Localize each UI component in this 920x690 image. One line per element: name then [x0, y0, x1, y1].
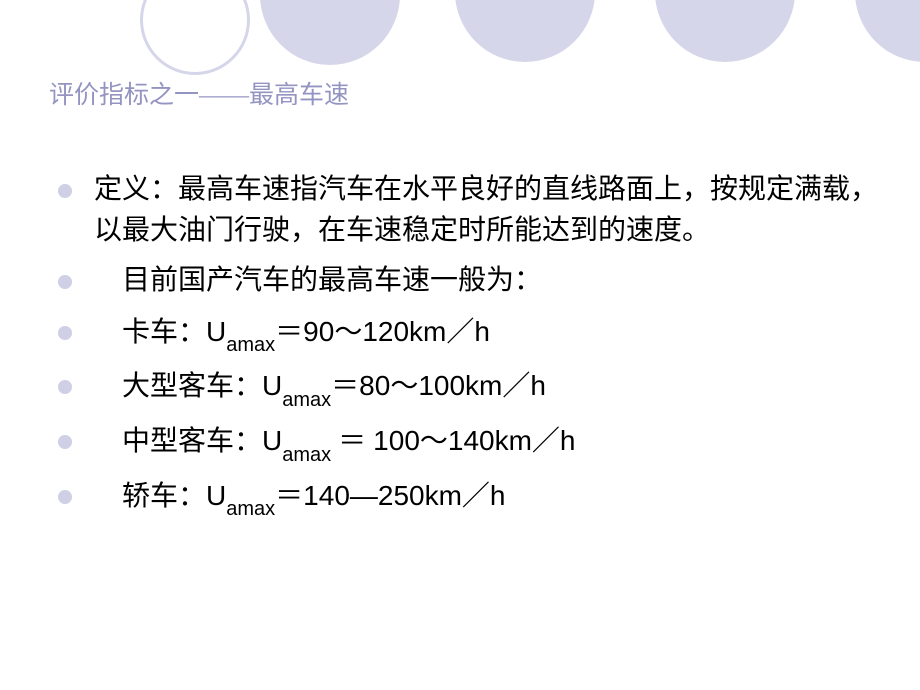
bullet-icon: [58, 380, 72, 394]
bullet-icon: [58, 326, 72, 340]
list-item: 目前国产汽车的最高车速一般为：: [58, 261, 880, 302]
bullet-icon: [58, 490, 72, 504]
list-text: 定义：最高车速指汽车在水平良好的直线路面上，按规定满载，以最大油门行驶，在车速稳…: [94, 170, 880, 251]
list-text: 目前国产汽车的最高车速一般为：: [94, 261, 542, 302]
list-text: 中型客车：Uamax ＝ 100～140km／h: [94, 421, 576, 466]
list-item: 卡车：Uamax＝90～120km／h: [58, 312, 880, 357]
list-text: 大型客车：Uamax＝80～100km／h: [94, 366, 546, 411]
list-item: 轿车：Uamax＝140—250km／h: [58, 476, 880, 521]
bullet-icon: [58, 435, 72, 449]
bg-circle: [855, 0, 920, 62]
list-text: 卡车：Uamax＝90～120km／h: [94, 312, 490, 357]
bullet-icon: [58, 275, 72, 289]
bg-circle: [260, 0, 400, 65]
bullet-icon: [58, 184, 72, 198]
list-item: 中型客车：Uamax ＝ 100～140km／h: [58, 421, 880, 466]
list-item: 大型客车：Uamax＝80～100km／h: [58, 366, 880, 411]
bg-circle: [140, 0, 250, 75]
bg-circle: [455, 0, 595, 62]
list-text: 轿车：Uamax＝140—250km／h: [94, 476, 506, 521]
list-item: 定义：最高车速指汽车在水平良好的直线路面上，按规定满载，以最大油门行驶，在车速稳…: [58, 170, 880, 251]
slide-title: 评价指标之一——最高车速: [49, 75, 349, 111]
bg-circle: [655, 0, 795, 62]
content-list: 定义：最高车速指汽车在水平良好的直线路面上，按规定满载，以最大油门行驶，在车速稳…: [58, 170, 880, 530]
